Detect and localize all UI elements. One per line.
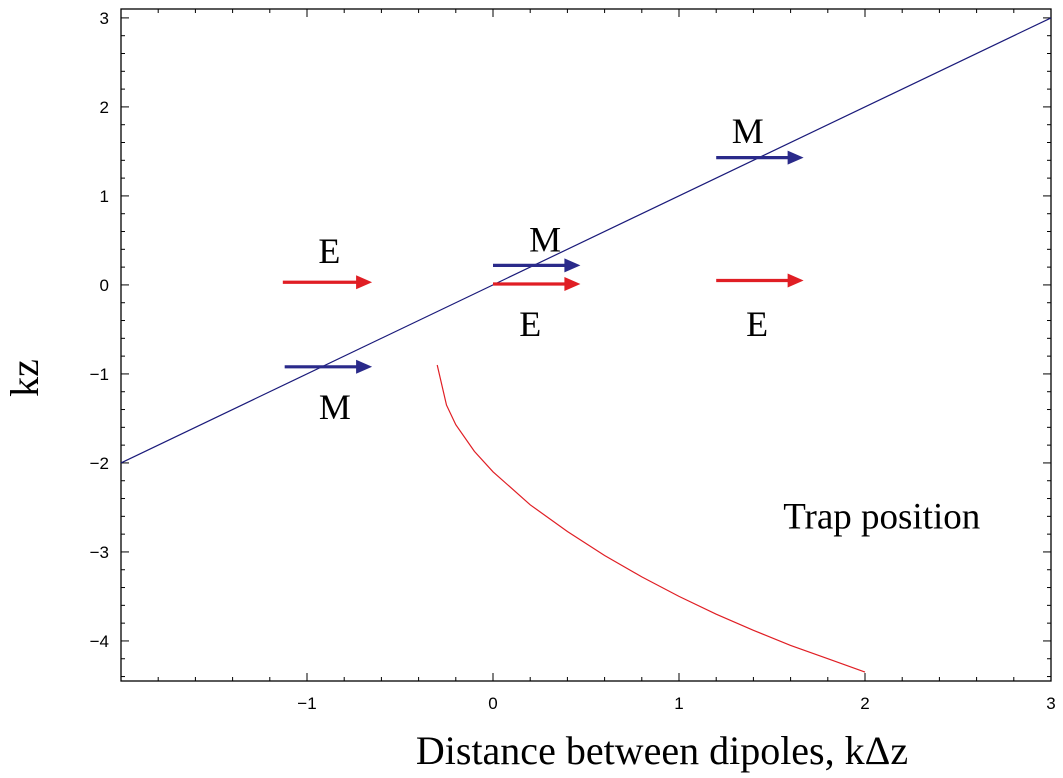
trap-position-label: Trap position xyxy=(783,496,980,537)
y-tick-label: 0 xyxy=(100,276,109,295)
dipole-arrow-head xyxy=(356,359,373,374)
dipole-arrow-head xyxy=(356,275,373,290)
dipole-arrow-head xyxy=(787,273,804,288)
y-axis-title: kz xyxy=(2,359,47,397)
y-tick-label: −2 xyxy=(90,454,109,473)
plot-frame xyxy=(120,8,1052,682)
y-tick-label: 2 xyxy=(100,98,109,117)
x-tick-label: 1 xyxy=(674,694,683,713)
x-tick-label: 3 xyxy=(1046,694,1055,713)
dipole-arrow-head xyxy=(787,150,804,165)
series-layer xyxy=(120,17,1052,673)
label-M: M xyxy=(319,387,351,427)
x-axis-title: Distance between dipoles, kΔz xyxy=(416,728,908,773)
label-M: M xyxy=(732,111,764,151)
y-tick-label: 1 xyxy=(100,187,109,206)
y-tick-label: 3 xyxy=(100,9,109,28)
y-tick-label: −3 xyxy=(90,543,109,562)
x-tick-label: 0 xyxy=(488,694,497,713)
label-E: E xyxy=(318,231,340,271)
series-line-blue xyxy=(120,17,1052,464)
series-curve-red xyxy=(436,364,866,673)
label-E: E xyxy=(519,304,541,344)
label-M: M xyxy=(529,220,561,260)
label-layer: E M M E M E Trap position xyxy=(318,111,980,537)
x-tick-label: 2 xyxy=(860,694,869,713)
axis-ticks: −1 0 1 2 3 3 2 1 0 −1 −2 −3 −4 xyxy=(90,9,1056,713)
dipole-arrow-head xyxy=(564,258,581,273)
dipole-arrow-head xyxy=(564,277,581,292)
x-tick-label: −1 xyxy=(297,694,316,713)
y-tick-label: −4 xyxy=(90,632,109,651)
arrow-layer xyxy=(282,150,804,374)
label-E: E xyxy=(746,304,768,344)
y-tick-label: −1 xyxy=(90,365,109,384)
